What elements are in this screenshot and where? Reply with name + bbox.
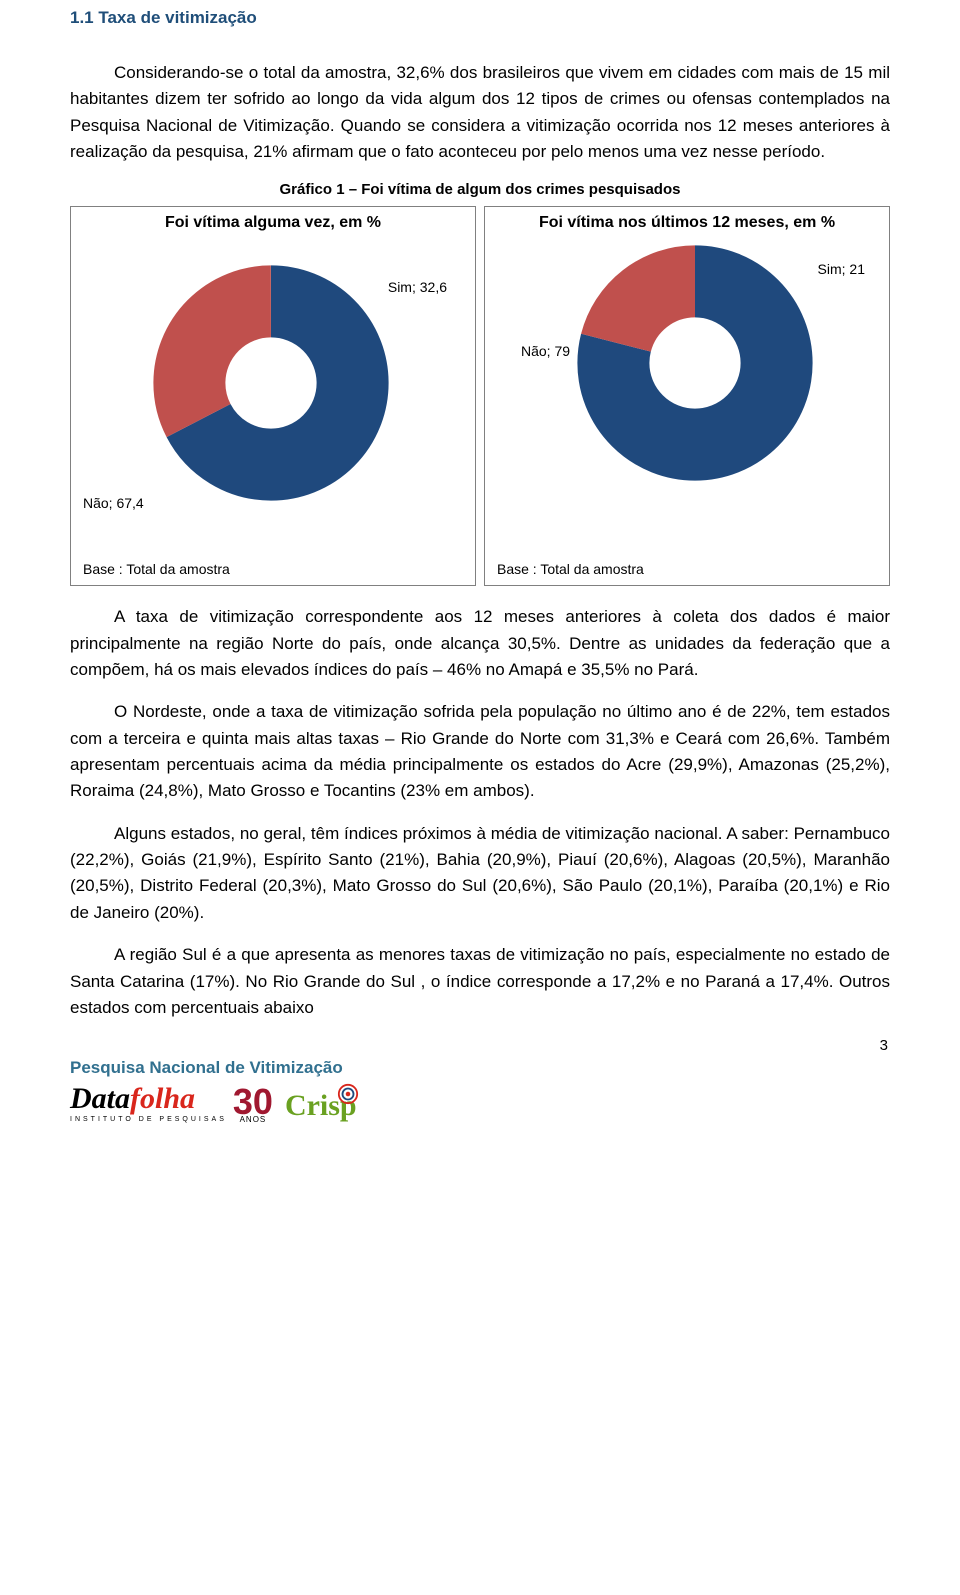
- intro-text: Considerando-se o total da amostra, 32,6…: [70, 60, 890, 165]
- paragraph: Considerando-se o total da amostra, 32,6…: [70, 63, 890, 161]
- crisp-logo: Crisp: [285, 1089, 357, 1123]
- label-no: Não; 67,4: [83, 495, 144, 511]
- chart-caption: Gráfico 1 – Foi vítima de algum dos crim…: [70, 181, 890, 198]
- donut-chart-icon: [575, 243, 815, 483]
- donut-chart-icon: [151, 263, 391, 503]
- page-footer: Pesquisa Nacional de Vitimização Datafol…: [0, 1054, 960, 1133]
- chart-title: Foi vítima alguma vez, em %: [81, 213, 465, 233]
- target-icon: [337, 1083, 359, 1105]
- label-yes: Sim; 32,6: [388, 279, 447, 295]
- footer-title: Pesquisa Nacional de Vitimização: [70, 1058, 960, 1078]
- paragraph: A região Sul é a que apresenta as menore…: [70, 945, 890, 1017]
- page-number: 3: [0, 1037, 960, 1054]
- label-no: Não; 79: [521, 343, 570, 359]
- label-yes: Sim; 21: [818, 261, 865, 277]
- paragraph: A taxa de vitimização correspondente aos…: [70, 607, 890, 679]
- paragraph: Alguns estados, no geral, têm índices pr…: [70, 824, 890, 922]
- chart-title: Foi vítima nos últimos 12 meses, em %: [495, 213, 879, 233]
- thirty-years-logo: 30 ANOS: [233, 1088, 273, 1123]
- logo-text: Data: [70, 1082, 130, 1116]
- base-note: Base : Total da amostra: [83, 561, 230, 577]
- charts-row: Foi vítima alguma vez, em % Sim; 32,6 Nã…: [70, 206, 890, 586]
- body-text-lower: A taxa de vitimização correspondente aos…: [70, 604, 890, 1021]
- section-heading: 1.1 Taxa de vitimização: [70, 8, 890, 28]
- chart-right: Foi vítima nos últimos 12 meses, em % Si…: [484, 206, 890, 586]
- paragraph: O Nordeste, onde a taxa de vitimização s…: [70, 702, 890, 800]
- chart-left: Foi vítima alguma vez, em % Sim; 32,6 Nã…: [70, 206, 476, 586]
- logo-text: folha: [130, 1082, 195, 1116]
- logo-subtitle: INSTITUTO DE PESQUISAS: [70, 1116, 227, 1123]
- base-note: Base : Total da amostra: [497, 561, 644, 577]
- datafolha-logo: Datafolha INSTITUTO DE PESQUISAS: [70, 1082, 227, 1123]
